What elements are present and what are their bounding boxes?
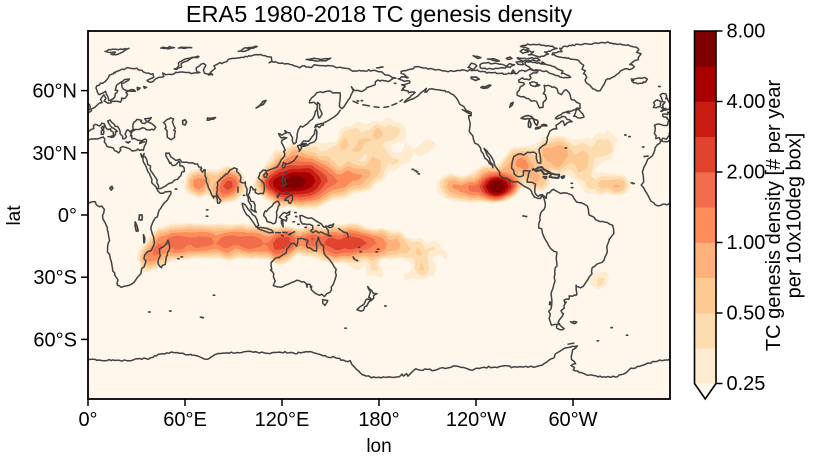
svg-text:lat: lat	[4, 205, 25, 226]
svg-text:60°W: 60°W	[548, 409, 597, 431]
svg-text:per 10x10deg box]: per 10x10deg box]	[784, 133, 806, 299]
svg-text:1.00: 1.00	[727, 232, 766, 254]
svg-text:lon: lon	[366, 436, 391, 457]
svg-text:120°E: 120°E	[255, 409, 310, 431]
svg-text:60°N: 60°N	[32, 81, 77, 103]
svg-text:2.00: 2.00	[727, 162, 766, 184]
svg-text:0°: 0°	[78, 409, 97, 431]
svg-text:4.00: 4.00	[727, 91, 766, 113]
svg-text:8.00: 8.00	[727, 21, 766, 43]
svg-text:180°: 180°	[358, 409, 399, 431]
svg-text:120°W: 120°W	[446, 409, 506, 431]
svg-text:TC genesis density [# per year: TC genesis density [# per year	[763, 80, 785, 352]
svg-text:ERA5 1980-2018 TC genesis dens: ERA5 1980-2018 TC genesis density	[186, 1, 572, 27]
svg-text:0.25: 0.25	[727, 373, 766, 395]
svg-text:60°S: 60°S	[33, 329, 77, 351]
svg-text:60°E: 60°E	[163, 409, 207, 431]
svg-text:0.50: 0.50	[727, 303, 766, 325]
svg-text:30°N: 30°N	[32, 143, 77, 165]
svg-text:30°S: 30°S	[33, 267, 77, 289]
svg-text:0°: 0°	[58, 205, 77, 227]
